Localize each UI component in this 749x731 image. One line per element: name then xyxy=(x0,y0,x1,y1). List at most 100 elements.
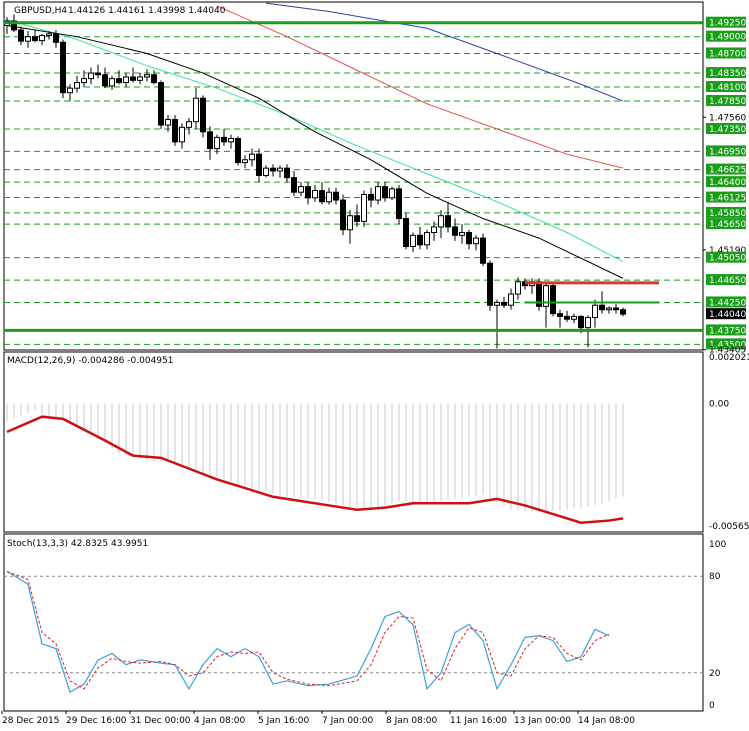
candle-down xyxy=(235,138,241,164)
moving-averages xyxy=(6,2,624,279)
time-label: 13 Jan 00:00 xyxy=(514,716,571,726)
candle-down xyxy=(172,118,178,143)
candles xyxy=(4,14,626,349)
price-label-bg xyxy=(706,95,746,107)
stoch-signal-line xyxy=(6,570,610,690)
candle-up xyxy=(389,188,395,199)
time-label: 4 Jan 08:00 xyxy=(194,716,246,726)
price-label: 1.45190 xyxy=(709,246,746,256)
candle-up xyxy=(571,315,577,320)
candle-down xyxy=(480,237,486,264)
candle-up xyxy=(25,36,31,42)
price-label-bg xyxy=(706,176,746,188)
price-label-bg xyxy=(706,296,746,308)
candle-up xyxy=(109,78,115,87)
macd-panel-frame xyxy=(3,351,704,533)
candle-up xyxy=(361,193,367,222)
price-label: 1.44650 xyxy=(709,276,746,286)
price-label: 1.43405 xyxy=(709,346,746,356)
candle-up xyxy=(606,307,612,311)
candle-up xyxy=(543,285,549,307)
candle-down xyxy=(417,234,423,246)
candle-down xyxy=(270,167,276,172)
time-label: 5 Jan 16:00 xyxy=(258,716,310,726)
price-label-bg xyxy=(706,16,746,28)
ma_mid-line xyxy=(6,25,624,279)
stoch-label: Stoch(13,3,3) 42.8325 43.9951 xyxy=(7,539,148,549)
candle-down xyxy=(382,186,388,199)
candle-up xyxy=(46,33,52,37)
candle-up xyxy=(39,35,45,42)
candle-down xyxy=(305,186,311,199)
stoch-panel-frame xyxy=(3,533,704,712)
macd-axis-top: 0.002021 xyxy=(709,353,749,363)
price-label-bg xyxy=(706,218,746,230)
price-label: 1.43500 xyxy=(709,340,746,350)
candle-up xyxy=(459,232,465,236)
candle-down xyxy=(487,262,493,306)
price-label: 1.46125 xyxy=(709,194,746,204)
candle-down xyxy=(291,177,297,193)
candle-up xyxy=(312,190,318,199)
candle-up xyxy=(88,72,94,80)
candle-down xyxy=(354,215,360,222)
candle-up xyxy=(494,301,500,306)
time-label: 28 Dec 2015 xyxy=(2,716,60,726)
candle-down xyxy=(452,226,458,236)
candle-down xyxy=(613,307,619,311)
price-label: 1.48700 xyxy=(709,49,746,59)
price-label-bg xyxy=(706,81,746,93)
candle-down xyxy=(396,188,402,220)
candle-down xyxy=(151,74,157,84)
time-label: 7 Jan 00:00 xyxy=(322,716,374,726)
price-label: 1.48100 xyxy=(709,83,746,93)
candle-down xyxy=(599,304,605,311)
candle-up xyxy=(585,317,591,329)
candle-up xyxy=(410,234,416,247)
candle-down xyxy=(11,20,17,31)
candle-down xyxy=(116,78,122,84)
price-label-bg xyxy=(706,123,746,135)
price-label: 1.45850 xyxy=(709,209,746,219)
candle-up xyxy=(144,74,150,78)
candle-up xyxy=(193,97,199,123)
candle-down xyxy=(564,315,570,320)
axis-layer: 1.49250 1.49000 1.48700 1.48350 1.48100 1.478… xyxy=(1,16,749,726)
candle-down xyxy=(501,301,507,306)
macd-label: MACD(12,26,9) -0.004286 -0.004951 xyxy=(7,356,173,366)
candle-down xyxy=(445,215,451,228)
time-label: 29 Dec 16:00 xyxy=(66,716,127,726)
stoch-panel xyxy=(4,570,703,694)
price-label: 1.46400 xyxy=(709,178,746,188)
price-label: 1.44250 xyxy=(709,298,746,308)
candle-down xyxy=(102,74,108,87)
stoch-axis-label: 100 xyxy=(709,540,726,550)
candle-down xyxy=(256,153,262,176)
stoch-axis-label: 20 xyxy=(709,669,721,679)
candle-up xyxy=(214,136,220,150)
candle-up xyxy=(298,186,304,193)
price-label: 1.46625 xyxy=(709,166,746,176)
candle-up xyxy=(242,159,248,164)
stoch-axis-label: 0 xyxy=(709,701,715,711)
candle-down xyxy=(403,218,409,247)
candle-up xyxy=(431,226,437,234)
candle-down xyxy=(207,131,213,150)
price-label: 1.49000 xyxy=(709,33,746,43)
candle-up xyxy=(424,232,430,246)
levels xyxy=(4,21,703,332)
price-label: 1.44040 xyxy=(709,310,746,320)
price-label: 1.47560 xyxy=(709,113,746,123)
price-label: 1.43750 xyxy=(709,326,746,336)
chart-header-symbol: GBPUSD,H4 xyxy=(14,6,67,16)
price-label-bg xyxy=(706,191,746,203)
price-label-bg xyxy=(706,274,746,286)
candle-down xyxy=(620,309,626,315)
candle-up xyxy=(508,293,514,306)
candle-up xyxy=(74,82,80,89)
ma_slow-line xyxy=(216,5,624,169)
candle-up xyxy=(81,78,87,84)
candle-up xyxy=(375,186,381,201)
time-label: 14 Jan 08:00 xyxy=(578,716,635,726)
